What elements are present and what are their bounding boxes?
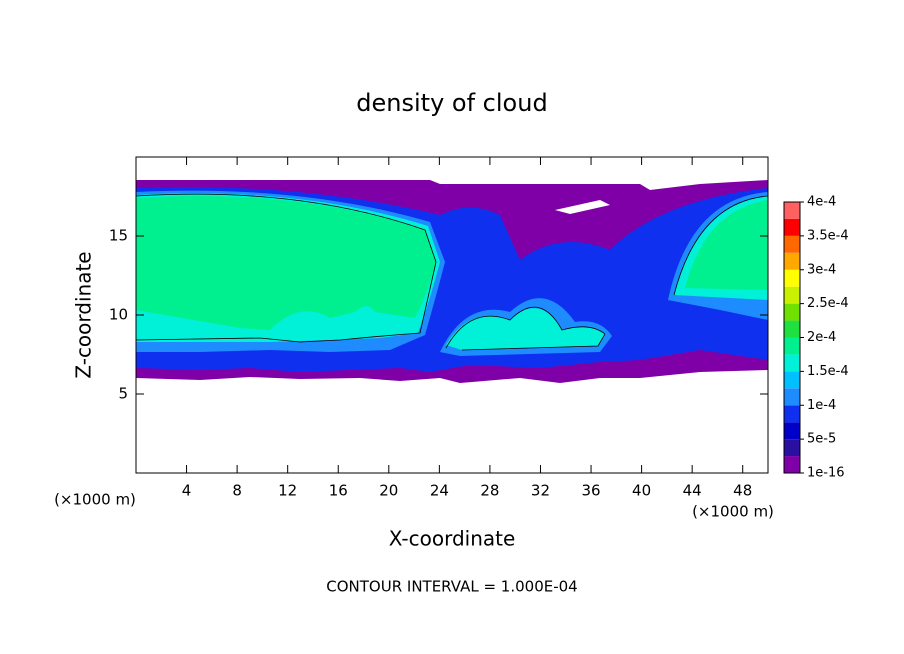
colorbar-band (784, 422, 800, 440)
colorbar-tick-label: 3e-4 (807, 262, 836, 277)
colorbar-band (784, 439, 800, 457)
x-tick-label: 40 (632, 482, 651, 500)
x-axis-label: X-coordinate (389, 527, 516, 551)
y-unit-label: (×1000 m) (54, 491, 136, 509)
colorbar-band (784, 371, 800, 389)
colorbar-tick-label: 2.5e-4 (807, 296, 849, 311)
y-tick-label: 15 (109, 227, 128, 245)
x-tick-label: 48 (733, 482, 752, 500)
colorbar-band (784, 252, 800, 270)
colorbar-band (784, 303, 800, 321)
colorbar-band (784, 269, 800, 287)
colorbar-tick-label: 1e-16 (807, 466, 845, 481)
colorbar-tick-label: 1e-4 (807, 398, 836, 413)
colorbar-band (784, 320, 800, 338)
colorbar-tick-label: 1.5e-4 (807, 364, 849, 379)
colorbar-band (784, 354, 800, 372)
annotation: CONTOUR INTERVAL = 1.000E-04 (326, 578, 577, 596)
x-tick-label: 36 (581, 482, 600, 500)
colorbar-band (784, 218, 800, 236)
x-tick-label: 20 (379, 482, 398, 500)
colorbar-tick-label: 2e-4 (807, 330, 836, 345)
x-tick-label: 8 (232, 482, 242, 500)
x-tick-label: 12 (278, 482, 297, 500)
contour-field (135, 180, 769, 383)
y-axis-label: Z-coordinate (72, 251, 96, 378)
colorbar-band (784, 202, 800, 219)
x-tick-label: 24 (430, 482, 449, 500)
field-green (136, 196, 768, 330)
y-tick-label: 10 (109, 306, 128, 324)
colorbar-band (784, 235, 800, 253)
x-tick-label: 28 (480, 482, 499, 500)
colorbar-band (784, 337, 800, 355)
colorbar-tick-label: 4e-4 (807, 195, 836, 210)
x-tick-label: 4 (182, 482, 192, 500)
colorbar-band (784, 405, 800, 423)
x-tick-label: 32 (531, 482, 550, 500)
contour-line (135, 193, 769, 351)
colorbar-tick-label: 3.5e-4 (807, 228, 849, 243)
x-tick-label: 44 (683, 482, 702, 500)
colorbar-band (784, 456, 800, 473)
colorbar-band (784, 388, 800, 406)
y-tick-label: 5 (118, 385, 128, 403)
chart-title: density of cloud (356, 89, 547, 117)
x-unit-label: (×1000 m) (692, 503, 774, 521)
field-gap (555, 200, 610, 214)
colorbar-band (784, 286, 800, 304)
x-tick-label: 16 (329, 482, 348, 500)
colorbar-tick-label: 5e-5 (807, 432, 836, 447)
